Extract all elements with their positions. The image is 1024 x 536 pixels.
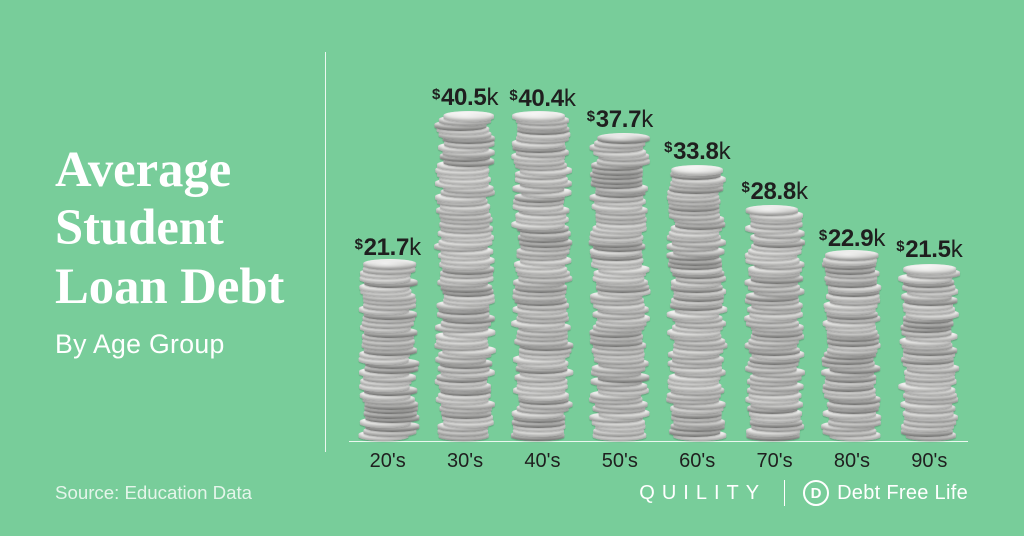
coin-stack-bar — [671, 171, 723, 441]
coin-icon — [672, 165, 723, 176]
bar-value-label: $37.7k — [587, 106, 653, 134]
title-line-2: Student — [55, 199, 224, 255]
chart-title: Average Student Loan Debt — [55, 140, 325, 315]
bar-container: $21.7k20's$40.5k 30's $40.4k 40's $37.7k 50's… — [349, 52, 968, 536]
bar-column: $40.5k 30's — [426, 52, 503, 536]
coin-icon — [825, 250, 878, 261]
dfl-text: Debt Free Life — [837, 482, 968, 505]
bar-column: $33.8k 60's — [659, 52, 736, 536]
coin-stack-bar — [749, 212, 801, 442]
x-axis-label: 20's — [370, 450, 406, 473]
bar-column: $21.5k 90's — [891, 52, 968, 536]
x-axis-label: 60's — [679, 450, 715, 473]
debt-free-life-logo: D Debt Free Life — [803, 480, 968, 506]
bar-value-label: $40.4k — [509, 85, 575, 113]
x-axis-label: 40's — [524, 450, 560, 473]
brand-block: QUILITY D Debt Free Life — [639, 480, 968, 506]
coin-icon — [513, 111, 566, 122]
x-axis-label: 80's — [834, 450, 870, 473]
chart-area: $21.7k20's$40.5k 30's $40.4k 40's $37.7k 50's… — [325, 0, 1024, 536]
coin-icon — [597, 133, 649, 144]
footer: Source: Education Data QUILITY D Debt Fr… — [55, 480, 968, 506]
left-panel: Average Student Loan Debt By Age Group — [0, 0, 325, 536]
bar-value-label: $21.5k — [896, 236, 962, 264]
coin-stack-bar — [362, 266, 414, 442]
coin-icon — [444, 111, 494, 122]
coin-stack-bar — [516, 117, 568, 441]
source-citation: Source: Education Data — [55, 482, 252, 504]
title-line-3: Loan Debt — [55, 258, 284, 314]
bar-column: $22.9k 80's — [813, 52, 890, 536]
coin-icon — [745, 205, 797, 216]
x-axis-label: 50's — [602, 450, 638, 473]
brand-separator — [784, 480, 785, 506]
x-axis-label: 90's — [911, 450, 947, 473]
coin-stack-bar — [594, 140, 646, 442]
bar-value-label: $33.8k — [664, 138, 730, 166]
title-line-1: Average — [55, 141, 231, 197]
coin-icon — [363, 259, 416, 270]
chart-subtitle: By Age Group — [55, 329, 325, 360]
quility-logo: QUILITY — [639, 482, 766, 505]
y-axis-line — [325, 52, 326, 452]
bar-column: $28.8k 70's — [736, 52, 813, 536]
coin-stack-bar — [903, 270, 955, 441]
bar-column: $21.7k20's — [349, 52, 426, 536]
coin-stack-bar — [826, 257, 878, 442]
x-axis-label: 30's — [447, 450, 483, 473]
coin-stack-bar — [439, 117, 491, 441]
x-axis-label: 70's — [757, 450, 793, 473]
coin-icon — [904, 264, 957, 275]
infographic-canvas: Average Student Loan Debt By Age Group $… — [0, 0, 1024, 536]
bar-column: $37.7k 50's — [581, 52, 658, 536]
bar-value-label: $28.8k — [741, 178, 807, 206]
dfl-circle-icon: D — [803, 480, 829, 506]
bar-value-label: $40.5k — [432, 84, 498, 112]
bar-column: $40.4k 40's — [504, 52, 581, 536]
bar-value-label: $22.9k — [819, 225, 885, 253]
